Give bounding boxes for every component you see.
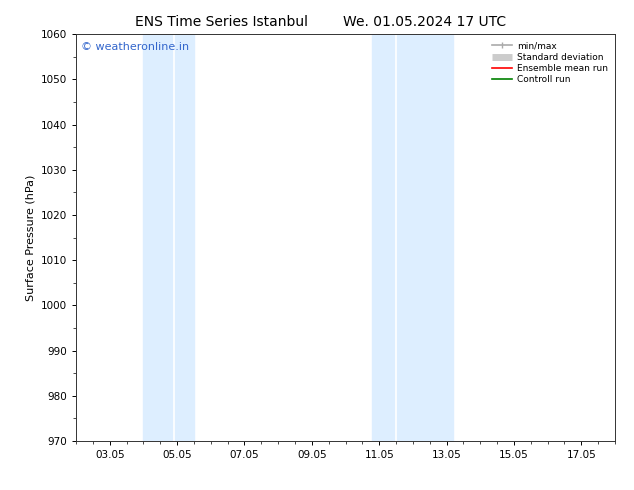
Bar (373, 34, 453, 441)
Text: © weatheronline.in: © weatheronline.in (81, 43, 190, 52)
Text: We. 01.05.2024 17 UTC: We. 01.05.2024 17 UTC (343, 15, 507, 29)
Y-axis label: Surface Pressure (hPa): Surface Pressure (hPa) (25, 174, 36, 301)
Text: ENS Time Series Istanbul: ENS Time Series Istanbul (136, 15, 308, 29)
Bar (143, 34, 194, 441)
Legend: min/max, Standard deviation, Ensemble mean run, Controll run: min/max, Standard deviation, Ensemble me… (489, 39, 611, 87)
